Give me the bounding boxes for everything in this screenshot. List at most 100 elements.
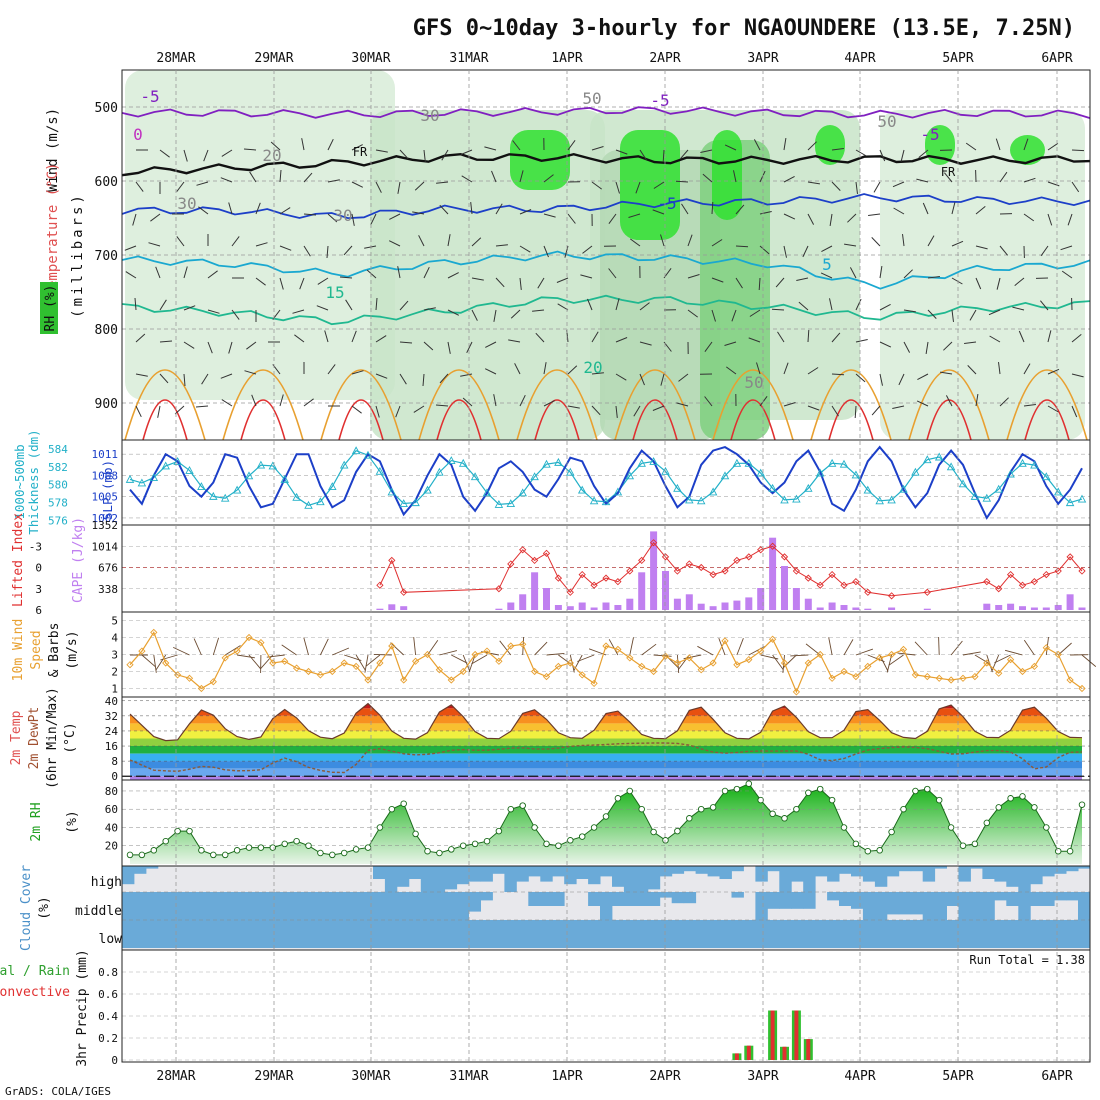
surface-wind-barb — [974, 654, 991, 665]
upper-wind-barb — [1047, 405, 1059, 413]
upper-wind-barb — [927, 235, 935, 247]
upper-wind-barb — [397, 266, 401, 279]
upper-wind-barb — [927, 309, 937, 319]
upper-wind-barb — [1023, 363, 1031, 375]
upper-wind-barb — [535, 332, 545, 343]
cape-bar — [685, 594, 693, 610]
upper-wind-barb — [587, 298, 593, 311]
upper-wind-barb — [871, 237, 881, 247]
upper-wind-barb — [999, 397, 1009, 407]
temp-label-1: 2m Temp — [9, 710, 24, 765]
wind-speed-point — [626, 654, 634, 662]
cloud-bar-middle — [862, 892, 876, 920]
thickness-tick-label: 582 — [48, 461, 68, 474]
upper-wind-barb — [447, 234, 451, 247]
cape-bar — [662, 571, 669, 610]
cloud-bar-low — [564, 920, 577, 948]
surface-wind-barb — [193, 638, 202, 656]
cloud-bar-middle — [468, 892, 481, 912]
rh-point — [769, 810, 776, 818]
wind-speed-point — [649, 667, 658, 676]
rh-point — [662, 837, 669, 844]
surface-wind-barb — [365, 654, 381, 667]
wind-speed-point — [1042, 644, 1050, 652]
cloud-bar-high — [635, 866, 649, 892]
cloud-bar-high — [564, 866, 577, 885]
cloud-bar-low — [181, 920, 195, 948]
upper-wind-barb — [879, 303, 891, 311]
cloud-bar-low — [552, 920, 565, 948]
cloud-bar-low — [1066, 920, 1079, 948]
upper-wind-barb — [157, 405, 161, 418]
upper-wind-barb — [1023, 213, 1035, 222]
thickness-point — [280, 474, 289, 483]
contour-label: 30 — [333, 206, 352, 225]
cape-bar — [602, 602, 610, 610]
lifted-index-point — [638, 556, 646, 565]
upper-wind-barb — [567, 365, 578, 375]
upper-wind-barb — [471, 309, 478, 321]
upper-wind-barb — [176, 181, 185, 192]
upper-wind-barb — [783, 362, 789, 375]
upper-wind-barb — [951, 277, 963, 285]
rh-point — [126, 851, 134, 859]
cloud-bar-high — [1078, 866, 1091, 869]
upper-wind-barb — [807, 367, 819, 375]
thickness-point — [970, 491, 980, 500]
rh-point — [329, 851, 336, 859]
lifted-index-label: Lifted Index — [11, 513, 26, 607]
upper-wind-barb — [183, 373, 186, 387]
wind-speed-point — [757, 647, 765, 655]
surface-wind-barb — [962, 651, 981, 656]
cloud-bar-low — [396, 920, 410, 948]
upper-wind-barb — [375, 335, 387, 343]
upper-wind-barb — [582, 245, 593, 254]
cloud-bar-low — [851, 920, 864, 948]
thickness-point — [435, 467, 444, 476]
lifted-index-point — [768, 542, 777, 550]
cloud-bar-high — [122, 866, 135, 885]
upper-wind-barb — [249, 171, 257, 183]
upper-wind-barb — [537, 277, 545, 289]
upper-wind-barb — [879, 266, 883, 279]
upper-wind-barb — [831, 332, 841, 343]
wind-speed-point — [887, 650, 896, 659]
upper-wind-barb — [351, 181, 364, 188]
upper-wind-barb — [868, 213, 881, 216]
wind-speed-point — [614, 645, 622, 654]
upper-wind-barb — [855, 373, 866, 383]
cloud-bar-middle — [181, 892, 195, 920]
thickness-label-2: Thickness (dm) — [26, 429, 41, 534]
rh-point — [281, 840, 288, 848]
thickness-point — [470, 472, 480, 481]
upper-wind-barb — [389, 213, 401, 220]
thickness-point — [994, 484, 1003, 493]
wind-speed-point — [162, 659, 170, 667]
cloud-bar-middle — [420, 892, 434, 920]
upper-wind-barb — [903, 341, 911, 353]
wind-speed-point — [554, 662, 563, 671]
cape-bar — [804, 598, 812, 610]
upper-wind-barb — [989, 335, 1001, 343]
rh-point — [995, 804, 1002, 811]
wind-speed-point — [911, 671, 920, 679]
contour-label: 30 — [420, 106, 439, 125]
rh-point — [816, 785, 824, 793]
cloud-bar-low — [1078, 920, 1091, 948]
upper-wind-barb — [1071, 149, 1085, 152]
surface-wind-barb — [577, 654, 595, 662]
thickness-point — [351, 446, 361, 455]
upper-wind-barb — [951, 309, 954, 322]
upper-wind-barb — [771, 308, 785, 311]
cape-bar — [638, 572, 646, 610]
lifted-index-point — [1030, 578, 1039, 586]
cape-bar — [745, 597, 753, 610]
cloud-bar-low — [253, 920, 266, 948]
upper-wind-barb — [532, 309, 545, 312]
surface-wind-barb — [534, 641, 548, 656]
rh-point — [924, 785, 931, 793]
upper-wind-barb — [519, 170, 524, 183]
upper-wind-barb — [735, 245, 749, 248]
cloud-bar-low — [193, 920, 207, 948]
upper-wind-barb — [484, 146, 497, 151]
